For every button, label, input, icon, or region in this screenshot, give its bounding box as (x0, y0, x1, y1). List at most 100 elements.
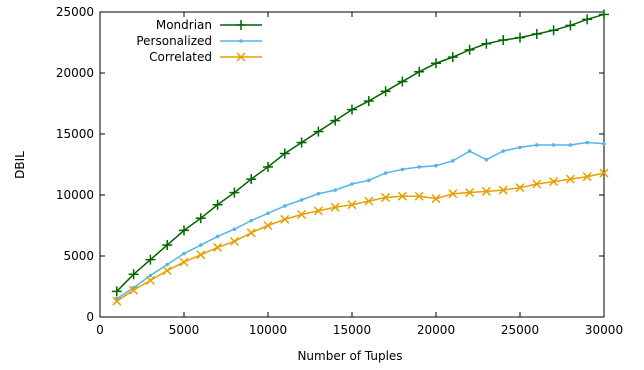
data-point (347, 104, 357, 115)
x-axis: 0 5000 10000 15000 20000 25000 30000 (96, 12, 623, 337)
data-point (501, 149, 506, 153)
data-point (380, 86, 391, 97)
data-point (465, 188, 475, 198)
data-point (599, 168, 609, 178)
data-point (431, 194, 441, 204)
x-tick-label: 20000 (417, 323, 455, 337)
series-correlated (112, 168, 609, 306)
data-point (112, 296, 122, 306)
x-tick-label: 25000 (501, 323, 539, 337)
data-point (179, 225, 189, 236)
data-point (414, 191, 424, 201)
data-point (565, 174, 575, 184)
data-point (162, 266, 172, 276)
data-point (249, 218, 253, 223)
data-point (467, 149, 472, 153)
data-point (128, 269, 139, 280)
data-point (364, 196, 374, 206)
y-tick-label: 25000 (56, 5, 94, 19)
data-point (602, 141, 606, 146)
data-point (196, 250, 206, 260)
data-point (565, 20, 576, 31)
data-point (333, 188, 338, 192)
data-point (145, 275, 155, 285)
y-tick-label: 20000 (56, 66, 94, 80)
data-point (129, 285, 139, 295)
legend-label: Mondrian (156, 18, 212, 32)
legend-label: Correlated (149, 50, 212, 64)
data-point (330, 202, 340, 212)
data-point (279, 148, 290, 159)
data-point (434, 163, 438, 168)
y-tick-label: 10000 (56, 188, 94, 202)
data-point (347, 200, 357, 210)
data-point (299, 198, 304, 202)
data-point (548, 25, 559, 36)
series-personalized (115, 140, 606, 301)
data-point (484, 157, 489, 162)
x-tick-label: 0 (96, 323, 104, 337)
x-tick-label: 15000 (333, 323, 371, 337)
data-point (215, 234, 220, 239)
data-point (498, 35, 509, 46)
data-point (263, 220, 273, 231)
data-point (447, 52, 458, 63)
x-tick-label: 30000 (585, 323, 623, 337)
data-point (229, 236, 239, 246)
data-point (417, 165, 422, 169)
data-point (232, 227, 237, 231)
data-point (229, 187, 240, 198)
data-point (551, 143, 556, 147)
data-point (515, 183, 525, 193)
legend-marker (236, 20, 246, 30)
data-point (179, 257, 189, 267)
data-point (397, 191, 407, 201)
y-tick-label: 15000 (56, 127, 94, 141)
data-point (381, 192, 391, 202)
data-point (283, 204, 287, 208)
data-point (599, 9, 609, 20)
data-point (397, 76, 408, 87)
data-point (585, 140, 589, 145)
x-tick-label: 5000 (169, 323, 200, 337)
data-point (313, 126, 324, 137)
data-point (582, 172, 592, 182)
x-tick-label: 10000 (249, 323, 287, 337)
y-axis: 0 5000 10000 15000 20000 25000 (56, 5, 604, 324)
data-point (148, 273, 153, 278)
data-point (498, 185, 508, 195)
data-point (531, 28, 542, 39)
data-point (212, 199, 223, 210)
data-point (568, 143, 573, 147)
data-point (246, 228, 256, 238)
data-point (367, 178, 371, 183)
data-point (431, 58, 441, 69)
data-point (414, 66, 425, 77)
data-point (515, 32, 525, 43)
data-point (464, 44, 475, 55)
data-point (582, 14, 593, 25)
data-point (213, 242, 223, 252)
series-mondrian (111, 9, 609, 297)
data-point (535, 143, 539, 147)
data-point (363, 96, 374, 107)
data-point (162, 240, 173, 251)
y-tick-label: 0 (86, 310, 94, 324)
y-tick-label: 5000 (63, 249, 94, 263)
data-point (383, 171, 388, 175)
data-point (263, 161, 273, 172)
data-point (182, 251, 186, 256)
data-point (549, 177, 559, 187)
legend-label: Personalized (136, 34, 212, 48)
data-point (266, 211, 270, 216)
data-point (448, 189, 458, 199)
data-point (195, 213, 206, 224)
data-point (481, 186, 491, 196)
legend-marker (236, 52, 246, 62)
data-point (145, 254, 156, 265)
series-line (116, 141, 605, 300)
data-point (296, 137, 307, 148)
data-point (280, 214, 290, 224)
data-point (330, 115, 341, 126)
